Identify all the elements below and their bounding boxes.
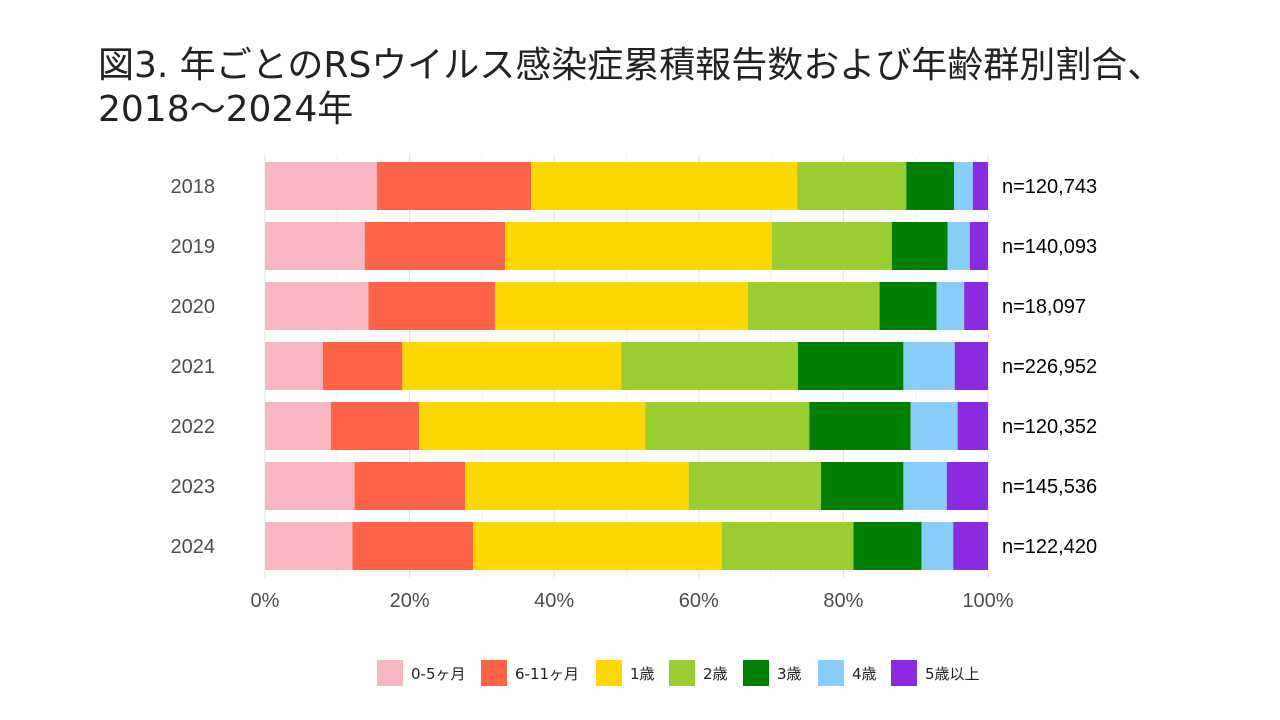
bar-segment-2021-7 bbox=[954, 342, 988, 390]
bar-segment-2023-4 bbox=[688, 462, 821, 510]
bar-segment-2019-2 bbox=[364, 222, 506, 270]
bar-segment-2020-1 bbox=[265, 282, 369, 330]
bar-segment-2019-1 bbox=[265, 222, 365, 270]
y-tick-label-2021: 2021 bbox=[171, 356, 216, 378]
chart-title-line2: 2018〜2024年 bbox=[98, 89, 354, 130]
n-label-2021: n=226,952 bbox=[1002, 356, 1097, 378]
bar-segment-2019-3 bbox=[505, 222, 772, 270]
bar-segment-2018-4 bbox=[797, 162, 907, 210]
bar-segment-2021-4 bbox=[621, 342, 798, 390]
bar-segment-2021-5 bbox=[797, 342, 904, 390]
bar-segment-2023-2 bbox=[354, 462, 466, 510]
bar-segment-2018-5 bbox=[906, 162, 955, 210]
bar-segment-2019-5 bbox=[891, 222, 948, 270]
bar-segment-2018-7 bbox=[972, 162, 988, 210]
bar-segment-2022-5 bbox=[809, 402, 911, 450]
bar-segment-2024-5 bbox=[853, 522, 922, 570]
bar-segment-2024-6 bbox=[921, 522, 954, 570]
bars bbox=[265, 162, 988, 570]
bar-segment-2023-6 bbox=[903, 462, 947, 510]
bar-segment-2024-2 bbox=[352, 522, 474, 570]
y-tick-label-2020: 2020 bbox=[171, 296, 216, 318]
legend-swatch-4 bbox=[669, 660, 695, 686]
x-axis-ticks: 0% 20% 40% 60% 80% 100% bbox=[251, 590, 1014, 612]
n-label-2023: n=145,536 bbox=[1002, 476, 1097, 498]
legend-label-7: 5歳以上 bbox=[925, 665, 980, 683]
x-tick-label: 80% bbox=[823, 590, 863, 612]
bar-segment-2022-3 bbox=[418, 402, 646, 450]
bar-segment-2020-3 bbox=[494, 282, 748, 330]
bar-segment-2023-3 bbox=[465, 462, 689, 510]
chart-title-line1: 図3. 年ごとのRSウイルス感染症累積報告数および年齢群別割合、 bbox=[98, 45, 1164, 86]
legend-swatch-1 bbox=[377, 660, 403, 686]
bar-segment-2024-3 bbox=[473, 522, 722, 570]
bar-segment-2024-1 bbox=[265, 522, 353, 570]
bar-segment-2020-4 bbox=[747, 282, 880, 330]
legend-label-4: 2歳 bbox=[703, 665, 728, 683]
bar-segment-2021-1 bbox=[265, 342, 323, 390]
bar-segment-2024-7 bbox=[953, 522, 988, 570]
y-tick-label-2024: 2024 bbox=[171, 536, 216, 558]
x-tick-label: 60% bbox=[679, 590, 719, 612]
legend-swatch-3 bbox=[596, 660, 622, 686]
x-tick-label: 0% bbox=[251, 590, 280, 612]
bar-segment-2022-2 bbox=[330, 402, 419, 450]
bar-segment-2023-5 bbox=[820, 462, 904, 510]
bar-segment-2022-6 bbox=[910, 402, 958, 450]
legend: 0-5ヶ月 6-11ヶ月 1歳 2歳 3歳 4歳 5歳以上 bbox=[377, 660, 980, 686]
bar-segment-2020-7 bbox=[964, 282, 988, 330]
bar-segment-2023-1 bbox=[265, 462, 355, 510]
bar-segment-2018-2 bbox=[377, 162, 532, 210]
chart-title: 図3. 年ごとのRSウイルス感染症累積報告数および年齢群別割合、 2018〜20… bbox=[98, 44, 1218, 132]
legend-label-5: 3歳 bbox=[777, 665, 802, 683]
bar-segment-2019-7 bbox=[969, 222, 988, 270]
bar-segment-2018-6 bbox=[954, 162, 973, 210]
bar-segment-2020-2 bbox=[368, 282, 495, 330]
legend-swatch-2 bbox=[481, 660, 507, 686]
bar-segment-2022-4 bbox=[645, 402, 810, 450]
x-tick-label: 40% bbox=[534, 590, 574, 612]
bar-segment-2021-2 bbox=[322, 342, 403, 390]
y-tick-label-2018: 2018 bbox=[171, 176, 216, 198]
y-axis-labels: 2018 2019 2020 2021 2022 2023 2024 bbox=[171, 176, 216, 558]
legend-label-3: 1歳 bbox=[630, 665, 655, 683]
legend-label-6: 4歳 bbox=[852, 665, 877, 683]
n-label-2024: n=122,420 bbox=[1002, 536, 1097, 558]
bar-segment-2021-6 bbox=[903, 342, 955, 390]
n-label-2022: n=120,352 bbox=[1002, 416, 1097, 438]
legend-label-1: 0-5ヶ月 bbox=[411, 665, 466, 683]
n-label-2020: n=18,097 bbox=[1002, 296, 1086, 318]
bar-segment-2020-5 bbox=[879, 282, 937, 330]
legend-label-2: 6-11ヶ月 bbox=[515, 665, 579, 683]
n-label-2019: n=140,093 bbox=[1002, 236, 1097, 258]
legend-swatch-5 bbox=[743, 660, 769, 686]
legend-swatch-7 bbox=[891, 660, 917, 686]
n-labels: n=120,743 n=140,093 n=18,097 n=226,952 n=120… bbox=[1002, 176, 1097, 558]
bar-segment-2019-6 bbox=[947, 222, 970, 270]
bar-segment-2022-1 bbox=[265, 402, 331, 450]
bar-segment-2024-4 bbox=[721, 522, 854, 570]
x-tick-label: 20% bbox=[390, 590, 430, 612]
bar-segment-2023-7 bbox=[946, 462, 988, 510]
legend-swatch-6 bbox=[818, 660, 844, 686]
y-tick-label-2019: 2019 bbox=[171, 236, 216, 258]
y-tick-label-2022: 2022 bbox=[171, 416, 216, 438]
x-tick-label: 100% bbox=[962, 590, 1013, 612]
bar-segment-2018-3 bbox=[531, 162, 798, 210]
bar-segment-2020-6 bbox=[936, 282, 965, 330]
bar-segment-2021-3 bbox=[402, 342, 622, 390]
bar-segment-2019-4 bbox=[771, 222, 892, 270]
y-tick-label-2023: 2023 bbox=[171, 476, 216, 498]
n-label-2018: n=120,743 bbox=[1002, 176, 1097, 198]
bar-segment-2022-7 bbox=[957, 402, 988, 450]
bar-segment-2018-1 bbox=[265, 162, 378, 210]
